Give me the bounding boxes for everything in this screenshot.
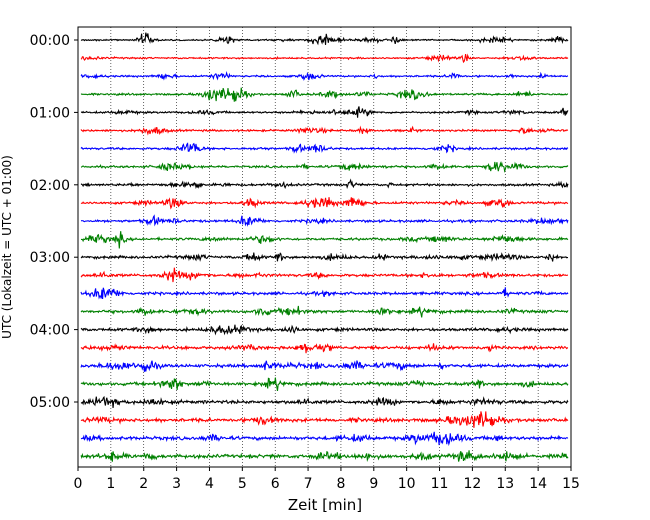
y-tick-label: 03:00	[30, 250, 70, 266]
x-axis-ticks: 0 1 2 3 4 5 6 7 8 9 10 11 12 13 14 15	[74, 467, 580, 492]
x-tick-label: 9	[369, 476, 378, 492]
y-tick-label: 01:00	[30, 105, 70, 121]
seismogram-trace	[80, 197, 569, 210]
grid-layer	[110, 27, 539, 467]
seismogram-trace	[80, 287, 569, 300]
seismogram-trace	[80, 395, 569, 409]
seismogram-trace	[80, 324, 569, 336]
seismogram-trace	[80, 377, 569, 391]
x-tick-label: 3	[172, 476, 181, 492]
x-tick-label: 5	[238, 476, 247, 492]
seismogram-trace	[80, 431, 569, 447]
seismogram-trace	[80, 161, 569, 173]
seismogram-trace	[80, 450, 569, 462]
seismogram-trace	[80, 360, 569, 372]
seismogram-trace	[80, 267, 569, 283]
seismogram-trace	[80, 106, 569, 118]
seismogram-trace	[80, 70, 569, 81]
seismogram-trace	[80, 178, 569, 190]
seismogram-trace	[80, 32, 569, 46]
x-tick-label: 13	[496, 476, 514, 492]
x-tick-label: 15	[562, 476, 580, 492]
y-tick-label: 02:00	[30, 178, 70, 194]
seismogram-trace	[80, 142, 569, 154]
x-tick-label: 14	[529, 476, 547, 492]
x-tick-label: 12	[463, 476, 481, 492]
x-tick-label: 4	[205, 476, 214, 492]
x-tick-label: 1	[106, 476, 115, 492]
x-tick-label: 6	[271, 476, 280, 492]
x-tick-label: 2	[139, 476, 148, 492]
x-tick-label: 0	[74, 476, 83, 492]
y-tick-label: 05:00	[30, 395, 70, 411]
seismogram-trace	[80, 411, 569, 428]
y-tick-label: 04:00	[30, 323, 70, 339]
seismogram-trace	[80, 252, 569, 262]
x-tick-label: 11	[431, 476, 449, 492]
seismogram-trace	[80, 305, 569, 318]
trace-layer	[80, 32, 569, 462]
seismogram-trace	[80, 214, 569, 227]
seismogram-trace	[80, 87, 569, 102]
seismogram-trace	[80, 53, 569, 64]
seismogram-trace	[80, 125, 569, 136]
x-tick-label: 8	[336, 476, 345, 492]
x-tick-label: 7	[304, 476, 313, 492]
y-tick-label: 00:00	[30, 33, 70, 49]
seismogram-trace	[80, 231, 569, 249]
x-axis-label: Zeit [min]	[288, 496, 362, 514]
x-tick-label: 10	[398, 476, 416, 492]
seismogram-trace	[80, 343, 569, 354]
y-axis-ticks: 00:00 01:00 02:00 03:00 04:00 05:00	[30, 33, 78, 411]
y-axis-label: UTC (Lokalzeit = UTC + 01:00)	[0, 155, 14, 339]
plot-frame	[77, 26, 572, 468]
